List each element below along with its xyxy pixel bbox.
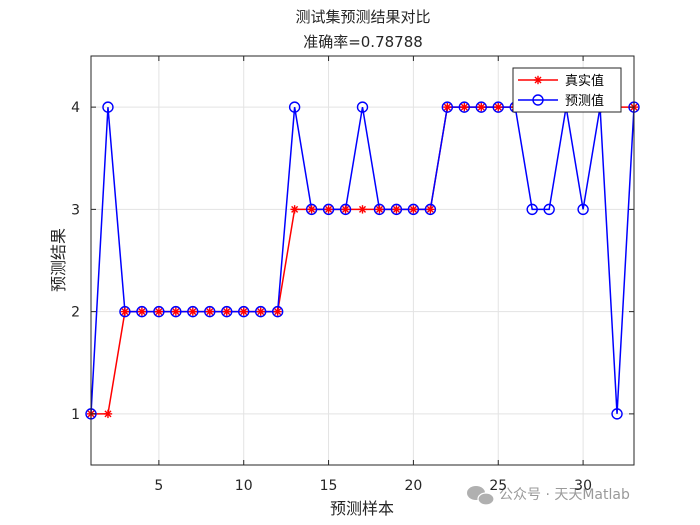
wechat-icon	[467, 486, 495, 506]
chart-subtitle: 准确率=0.78788	[303, 33, 423, 51]
x-tick-label: 10	[235, 478, 253, 494]
legend-asterisk	[533, 75, 543, 85]
data-point-true	[239, 307, 248, 316]
data-point-true	[358, 205, 367, 214]
legend-label-true: 真实值	[565, 73, 604, 89]
x-tick-label: 30	[574, 478, 592, 494]
legend-label-pred: 预测值	[565, 93, 604, 109]
legend: 真实值 预测值	[512, 67, 622, 113]
data-point-true	[188, 307, 198, 316]
watermark: 公众号 · 天天Matlab	[467, 486, 630, 506]
x-tick-label: 20	[404, 478, 422, 494]
data-point-true	[137, 307, 147, 316]
data-point-pred	[492, 101, 504, 113]
data-point-pred	[102, 101, 114, 113]
legend-box	[512, 67, 622, 113]
data-point-pred	[271, 305, 284, 318]
data-point-true	[273, 307, 282, 316]
data-point-pred	[339, 203, 352, 216]
legend-marker-true	[533, 75, 543, 85]
data-point-true	[103, 409, 113, 419]
y-tick-label: 4	[71, 100, 80, 116]
legend-marker-pred	[532, 94, 544, 106]
data-point-true	[222, 307, 231, 316]
data-point-true	[426, 205, 435, 214]
data-point-pred	[543, 203, 555, 216]
x-tick-label: 25	[489, 478, 507, 494]
y-tick-label: 1	[71, 407, 80, 423]
data-point-pred	[458, 101, 471, 113]
data-point-pred	[204, 305, 216, 318]
tick-marks	[91, 56, 634, 465]
x-tick-label: 15	[320, 478, 338, 494]
plot-frame	[90, 55, 635, 466]
data-point-true	[256, 307, 265, 316]
data-point-pred	[305, 203, 318, 216]
data-point-pred	[221, 305, 233, 318]
data-point-pred	[153, 305, 165, 318]
data-point-true	[307, 205, 316, 214]
data-point-pred	[441, 101, 454, 113]
data-point-true	[477, 102, 486, 112]
chart-title: 测试集预测结果对比	[295, 8, 430, 26]
data-point-true	[341, 205, 350, 214]
data-point-true	[171, 307, 181, 316]
data-point-true	[494, 102, 503, 112]
data-point-pred	[424, 203, 437, 216]
data-point-pred	[577, 203, 589, 216]
data-point-pred	[288, 101, 301, 113]
y-axis-label: 预测结果	[49, 228, 68, 292]
data-point-pred	[238, 305, 250, 318]
data-point-true	[154, 307, 164, 316]
data-point-true	[460, 102, 469, 112]
data-point-true	[324, 205, 333, 214]
plot-area	[91, 56, 634, 465]
data-point-pred	[322, 203, 335, 216]
data-point-pred	[356, 101, 369, 113]
x-tick-label: 5	[154, 478, 163, 494]
data-point-true	[120, 307, 130, 316]
data-point-pred	[254, 305, 267, 318]
data-point-true	[375, 205, 384, 214]
data-point-true	[443, 102, 452, 112]
data-point-true	[290, 205, 299, 214]
y-tick-label: 3	[71, 202, 80, 218]
watermark-text: 公众号 · 天天Matlab	[499, 487, 630, 503]
data-point-pred	[526, 203, 538, 216]
data-point-pred	[373, 203, 386, 216]
data-point-pred	[119, 305, 131, 318]
data-point-true	[409, 205, 418, 214]
data-point-pred	[611, 408, 623, 420]
data-point-true	[392, 205, 401, 214]
data-point-pred	[407, 203, 420, 216]
data-point-pred	[136, 305, 148, 318]
data-point-pred	[475, 101, 487, 113]
data-point-true	[205, 307, 214, 316]
x-axis-label: 预测样本	[330, 499, 394, 518]
data-point-pred	[390, 203, 403, 216]
data-point-pred	[170, 305, 182, 318]
data-point-pred	[187, 305, 199, 318]
y-tick-label: 2	[71, 305, 80, 321]
